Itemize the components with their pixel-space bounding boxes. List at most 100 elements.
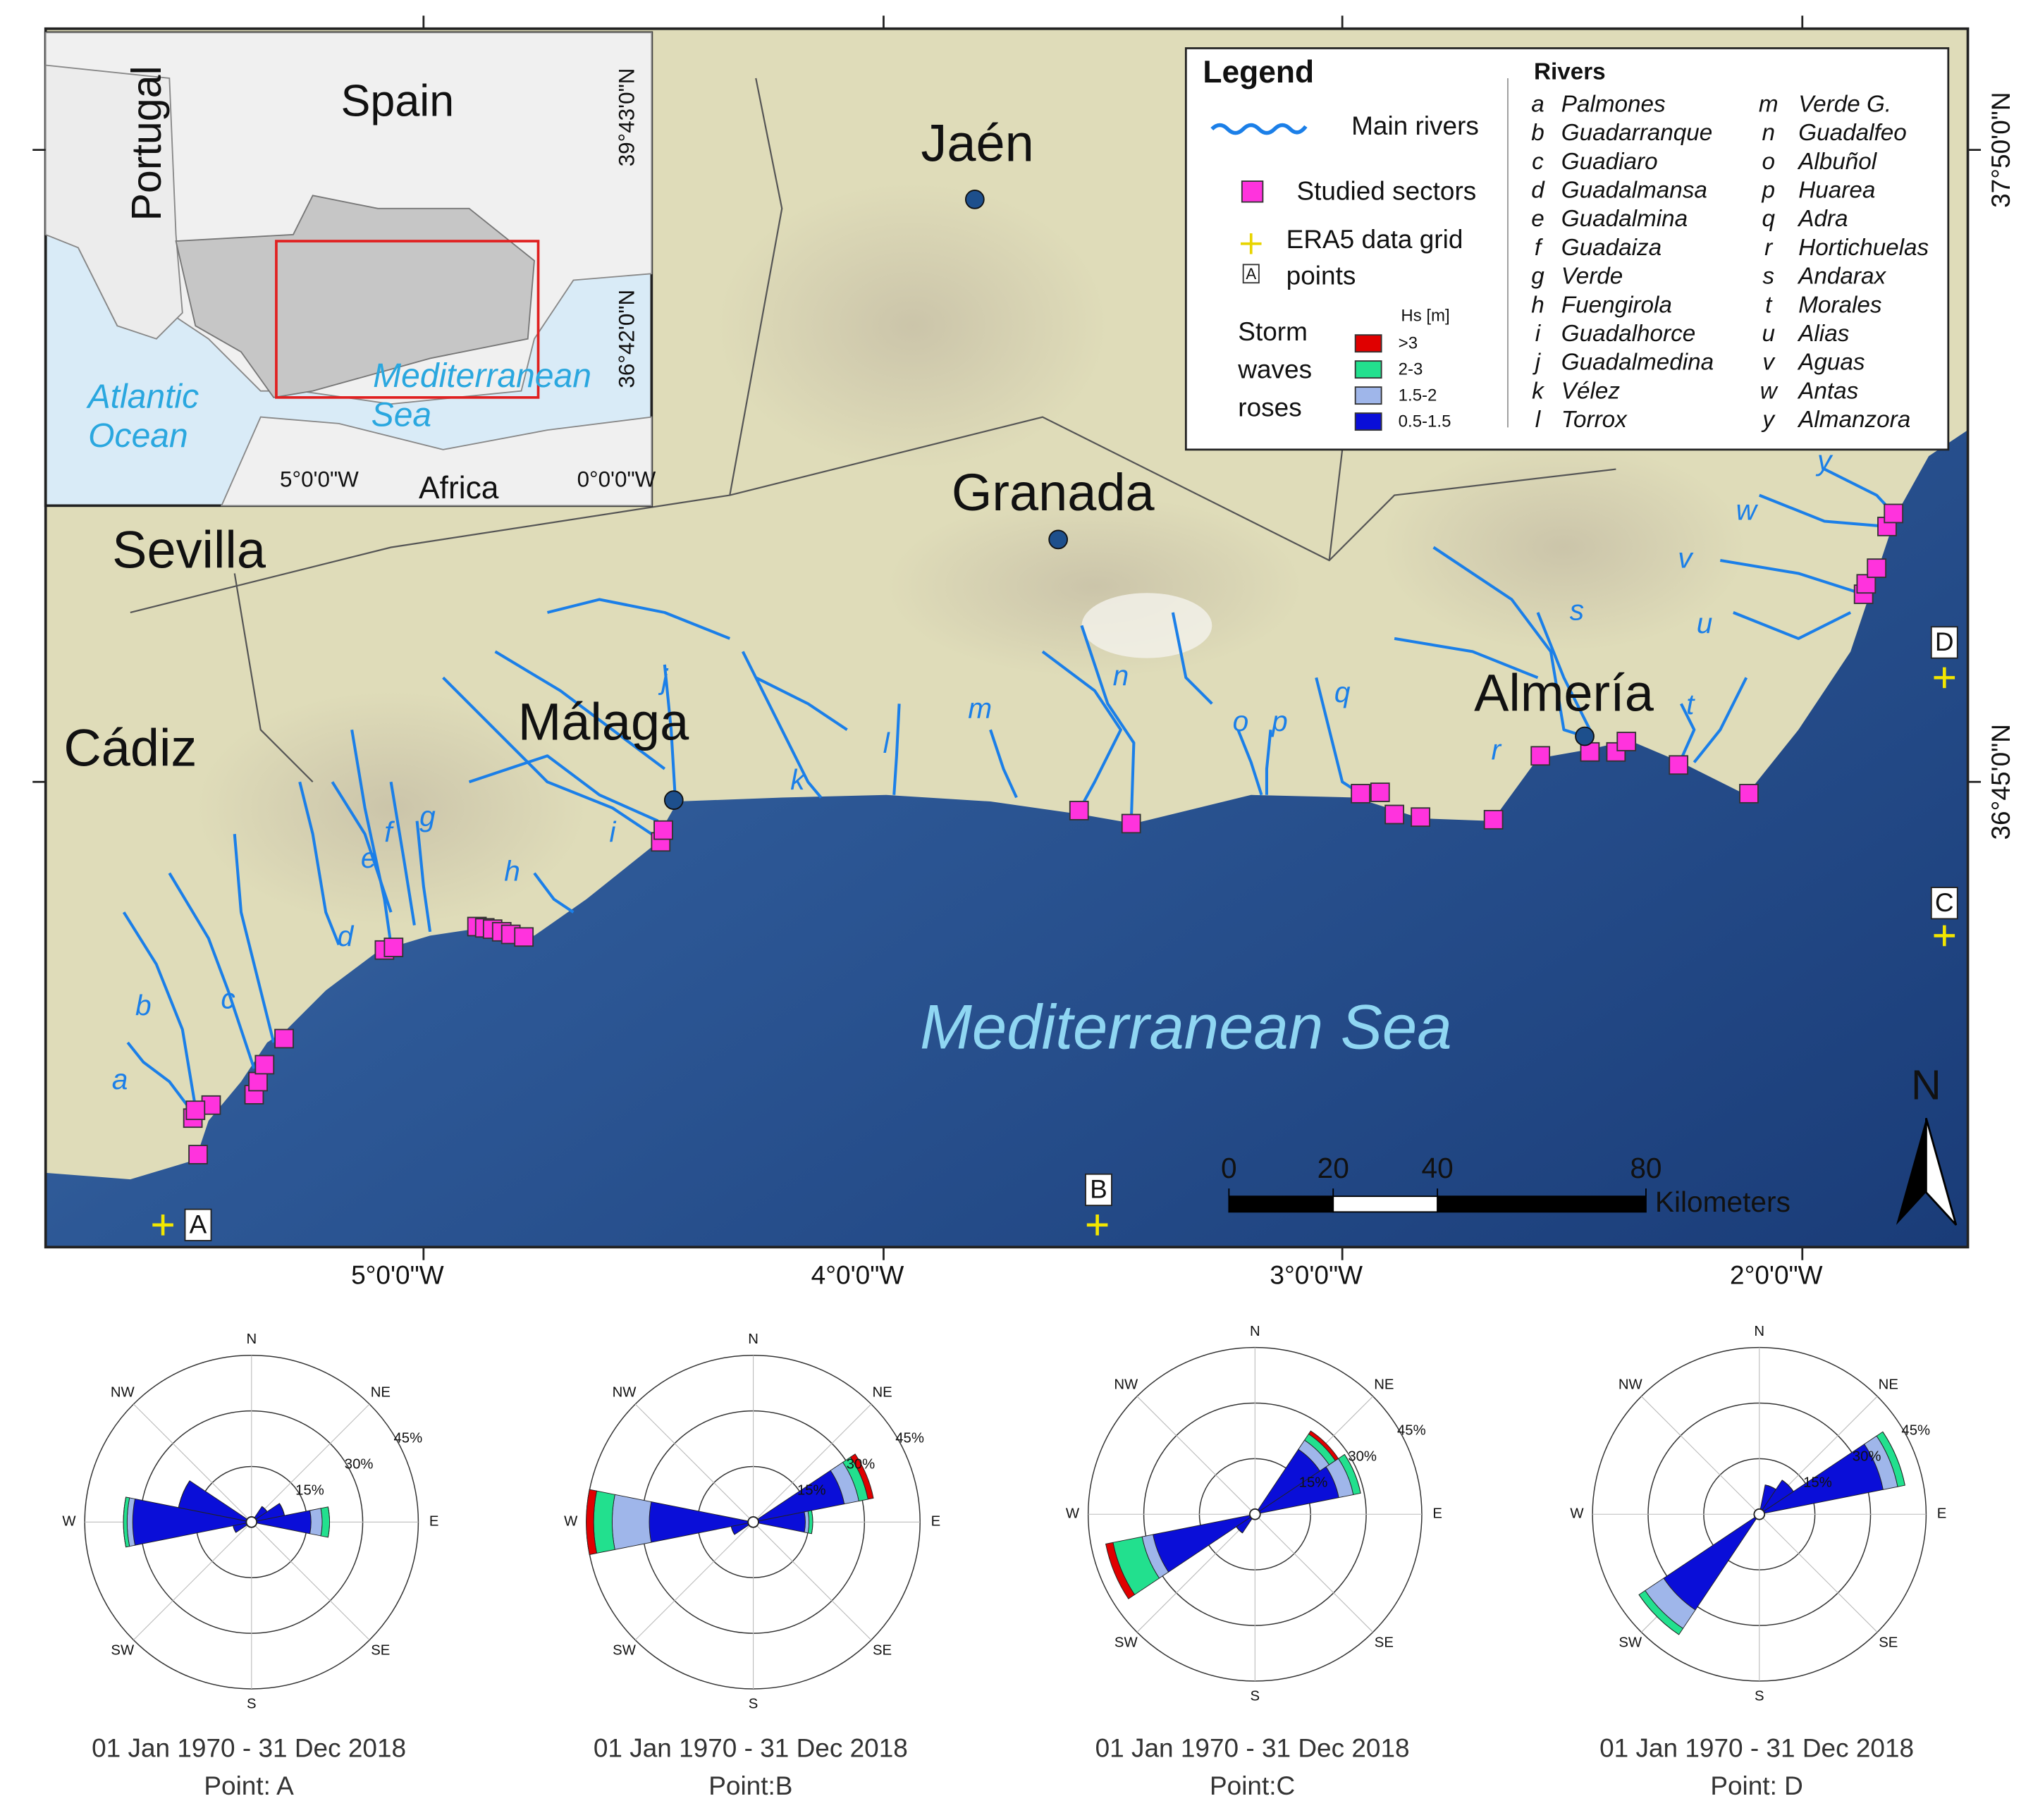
lat-label: 36°45'0"N — [1986, 724, 2015, 840]
snow-peaks — [1081, 593, 1212, 658]
river-code: r — [1764, 235, 1774, 261]
grid-point-label: D — [1935, 627, 1954, 656]
rose-compass-label: NW — [613, 1385, 637, 1401]
rose-compass-label: W — [1570, 1506, 1584, 1522]
place-label: Almería — [1474, 664, 1654, 723]
border-line — [233, 573, 314, 783]
lon-label: 4°0'0"W — [811, 1261, 904, 1290]
rose-segment — [1236, 1526, 1243, 1534]
relief — [886, 495, 1303, 678]
inset-ocean: Ocean — [88, 417, 188, 455]
studied-sector — [514, 927, 534, 947]
river-name: Fuengirola — [1561, 292, 1672, 318]
river — [1677, 703, 1696, 766]
studied-sector — [188, 1145, 208, 1164]
inset-portugal — [44, 64, 183, 340]
river-name: Guadalhorce — [1561, 321, 1695, 347]
river-name: Guadalfeo — [1798, 120, 1907, 146]
rose-segment — [849, 1453, 874, 1500]
legend-label: ERA5 data grid — [1286, 225, 1463, 254]
legend-rivers-title: Rivers — [1534, 59, 1606, 85]
lon-label: 3°0'0"W — [1270, 1261, 1363, 1290]
rose-compass-label: NE — [1374, 1377, 1394, 1393]
place-label: Málaga — [518, 692, 689, 751]
river-letter: b — [135, 989, 152, 1021]
river-name: Guadalmansa — [1561, 178, 1707, 204]
rose-compass-label: NW — [111, 1385, 135, 1401]
legend-class-swatch — [1354, 360, 1382, 379]
rose-segment — [612, 1494, 652, 1550]
legend-label: Main rivers — [1351, 111, 1479, 140]
river-code: d — [1531, 178, 1545, 204]
river-code: t — [1765, 292, 1773, 318]
river — [1080, 625, 1136, 824]
rose-point: Point:C — [1210, 1771, 1295, 1800]
grid-point-box — [1930, 626, 1958, 659]
rose-center — [1753, 1508, 1766, 1520]
studied-sector — [185, 1100, 206, 1121]
rose-caption: 01 Jan 1970 - 31 Dec 2018 — [1599, 1734, 1914, 1763]
studied-sector — [1884, 503, 1904, 524]
river — [755, 676, 848, 732]
river-letter: t — [1686, 688, 1695, 720]
river-letter: v — [1678, 542, 1694, 574]
studied-sector — [1411, 807, 1430, 828]
river-letter: e — [361, 842, 377, 874]
river-name: Morales — [1798, 292, 1881, 318]
rose-compass-label: W — [62, 1514, 76, 1530]
rose-point: Point: A — [204, 1771, 294, 1800]
studied-sector — [1483, 810, 1504, 830]
river-code: u — [1762, 321, 1775, 347]
river — [168, 872, 256, 1069]
scale-segment — [1228, 1195, 1334, 1213]
legend-grid-label: A — [1246, 265, 1256, 283]
rose-caption: 01 Jan 1970 - 31 Dec 2018 — [594, 1734, 908, 1763]
legend-class-label: >3 — [1399, 333, 1418, 352]
river — [1394, 637, 1539, 680]
scale-tick-label: 20 — [1318, 1152, 1349, 1184]
sea-label: Mediterranean Sea — [920, 992, 1452, 1062]
river — [663, 664, 677, 795]
grid-point — [1934, 667, 1955, 689]
river — [442, 676, 653, 835]
rose-ring-label: 30% — [847, 1457, 876, 1472]
rose-ring-label: 15% — [797, 1483, 826, 1499]
river-code: v — [1762, 350, 1776, 376]
rose-ring-label: 45% — [1901, 1423, 1930, 1439]
legend-grid-symbol — [1240, 233, 1262, 254]
rose-compass-label: S — [1251, 1688, 1260, 1704]
rose-ring-label: 45% — [895, 1431, 924, 1446]
river-letter: d — [338, 920, 355, 952]
rose-compass-label: SW — [111, 1643, 135, 1659]
studied-sector — [1069, 801, 1089, 820]
river-code: e — [1531, 206, 1544, 232]
rose-compass-label: E — [1432, 1506, 1442, 1522]
river-name: Guadalmina — [1561, 206, 1688, 232]
river — [122, 911, 197, 1108]
rose-compass-label: E — [1937, 1506, 1947, 1522]
place-label: Granada — [952, 463, 1155, 522]
rose-compass-label: NE — [872, 1385, 892, 1401]
river — [1719, 558, 1865, 596]
river — [1536, 612, 1592, 731]
studied-sector — [254, 1055, 275, 1075]
map-frame — [44, 27, 1970, 1249]
legend-frame — [1184, 47, 1950, 451]
river-code: l — [1535, 407, 1542, 433]
river — [494, 650, 666, 770]
rose-spoke — [1136, 1513, 1255, 1633]
legend-label: Studied sectors — [1296, 176, 1476, 205]
inset-lon-label: 0°0'0"W — [577, 467, 656, 492]
river-name: Guadaiza — [1561, 235, 1662, 261]
river-name: Aguas — [1797, 350, 1865, 376]
studied-sector — [1739, 784, 1759, 804]
inset-sea: Sea — [371, 395, 432, 434]
rose-compass-label: S — [749, 1697, 758, 1712]
rose-segment — [1638, 1594, 1679, 1635]
rose-compass-label: NW — [1114, 1377, 1138, 1393]
rose-segment — [178, 1480, 190, 1508]
legend-grid-label-box — [1242, 264, 1260, 284]
rose-compass-label: N — [246, 1332, 257, 1347]
studied-sector — [1669, 755, 1689, 775]
